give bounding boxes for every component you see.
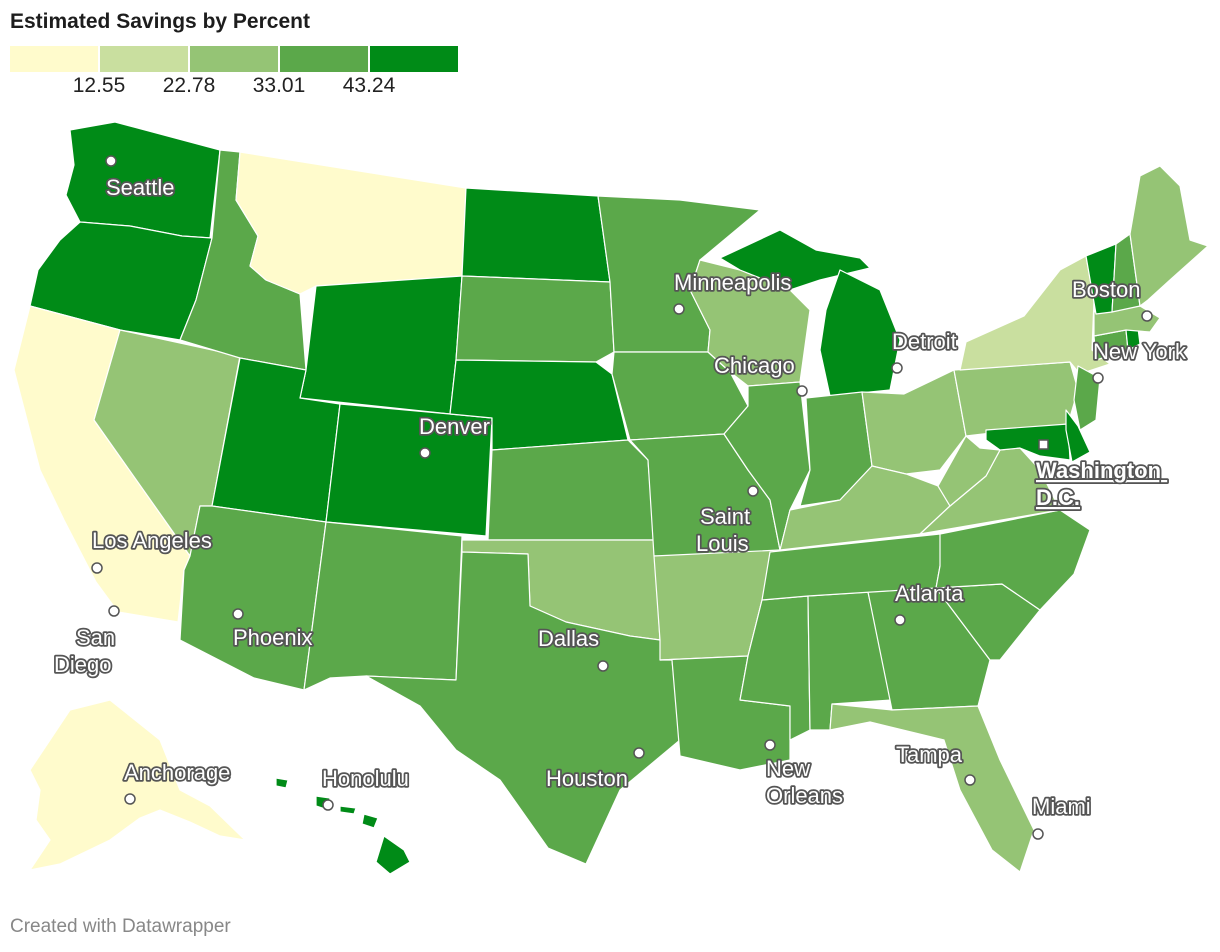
city-dot-san-diego [108,605,120,617]
city-new-york: New York [1091,337,1189,384]
city-label-denver: Denver [419,414,490,439]
legend-swatch-4 [280,46,368,72]
city-label-tampa: Tampa [896,742,963,767]
state-illinois[interactable] [723,381,811,551]
city-miami: Miami [1030,792,1092,840]
city-phoenix: Phoenix [231,608,314,652]
city-houston: Houston [544,747,645,793]
legend-tick-1: 12.55 [72,74,126,97]
city-new-orleans: New Orleans [764,739,845,810]
map-title: Estimated Savings by Percent [10,10,310,33]
city-label-honolulu: Honolulu [322,766,409,791]
state-texas[interactable] [365,551,681,865]
city-honolulu: Honolulu [320,764,411,811]
state-montana[interactable] [235,151,467,295]
city-dot-new-york [1092,372,1104,384]
city-label-phoenix: Phoenix [233,625,313,650]
legend-tick-4: 43.24 [342,74,396,97]
state-new-york[interactable] [959,255,1111,375]
city-minneapolis: Minneapolis [672,268,793,315]
city-anchorage: Anchorage [122,758,232,805]
color-legend: 12.55 22.78 33.01 43.24 [10,46,470,106]
state-colorado[interactable] [325,403,493,537]
city-dot-seattle [105,155,117,167]
city-label-new-york: New York [1093,339,1187,364]
city-label-seattle: Seattle [106,175,175,200]
city-dot-tampa [964,774,976,786]
city-label-san-diego: San Diego [54,625,121,677]
state-south-dakota[interactable] [455,275,615,363]
city-boston: Boston [1070,275,1153,322]
state-alaska[interactable] [29,699,246,871]
state-kansas[interactable] [487,439,655,541]
legend-swatch-1 [10,46,98,72]
city-washington-dc: Washington D.C. [1034,439,1167,512]
city-san-diego: San Diego [52,605,121,679]
state-wyoming[interactable] [299,275,463,415]
city-tampa: Tampa [894,740,976,786]
state-north-dakota[interactable] [461,187,611,283]
city-chicago: Chicago [712,351,808,397]
state-north-carolina[interactable] [935,509,1091,611]
city-dot-los-angeles [91,562,103,574]
state-hawaii-molokai[interactable] [339,805,357,815]
state-hawaii-kauai[interactable] [275,777,289,789]
state-hawaii-maui[interactable] [361,813,379,829]
city-label-chicago: Chicago [714,353,795,378]
city-los-angeles: Los Angeles [90,526,214,574]
state-florida[interactable] [829,703,1035,873]
city-label-atlanta: Atlanta [895,581,964,606]
city-dot-saint-louis [747,485,759,497]
footer-credit: Created with Datawrapper [10,916,231,937]
city-label-detroit: Detroit [892,329,957,354]
city-dot-minneapolis [673,303,685,315]
city-label-boston: Boston [1072,277,1141,302]
city-dot-boston [1141,310,1153,322]
city-dot-houston [633,747,645,759]
city-label-dallas: Dallas [538,626,599,651]
state-maine[interactable] [1129,165,1209,307]
city-atlanta: Atlanta [893,579,966,626]
city-label-miami: Miami [1032,794,1091,819]
city-dot-detroit [891,362,903,374]
city-label-minneapolis: Minneapolis [674,270,791,295]
state-new-mexico[interactable] [303,521,463,691]
city-dot-washington-dc [1038,439,1049,450]
city-dot-dallas [597,660,609,672]
state-delaware[interactable] [1065,409,1091,463]
legend-swatch-3 [190,46,278,72]
city-label-saint-louis: Saint Louis [696,504,756,556]
city-label-new-orleans: New Orleans [766,756,843,808]
city-denver: Denver [417,412,492,459]
city-label-anchorage: Anchorage [124,760,230,785]
state-michigan-lower[interactable] [819,269,901,397]
city-dot-denver [419,447,431,459]
city-dot-new-orleans [764,739,776,751]
city-dallas: Dallas [536,624,609,672]
legend-tick-2: 22.78 [162,74,216,97]
state-michigan-upper[interactable] [719,229,871,291]
city-dot-miami [1032,828,1044,840]
state-hawaii-big-island[interactable] [375,835,411,875]
city-label-los-angeles: Los Angeles [92,528,212,553]
city-seattle: Seattle [104,155,176,202]
legend-swatch-2 [100,46,188,72]
city-saint-louis: Saint Louis [694,485,759,558]
city-dot-phoenix [232,608,244,620]
city-dot-chicago [796,385,808,397]
city-label-washington-dc: Washington D.C. [1036,458,1167,510]
city-label-houston: Houston [546,766,628,791]
city-dot-anchorage [124,793,136,805]
legend-tick-3: 33.01 [252,74,306,97]
city-dot-atlanta [894,614,906,626]
city-detroit: Detroit [890,327,959,374]
legend-swatch-5 [370,46,458,72]
city-dot-honolulu [322,799,334,811]
